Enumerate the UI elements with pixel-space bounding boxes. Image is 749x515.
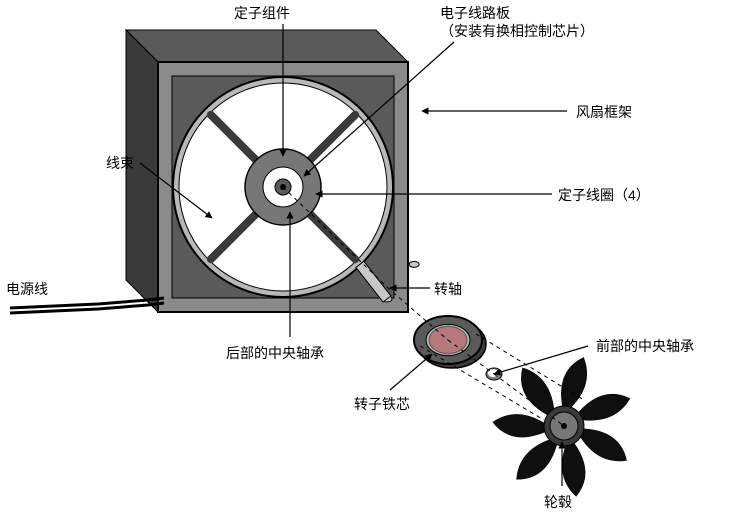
label-power_wire: 电源线 <box>6 280 48 298</box>
label-rotor_core: 转子铁芯 <box>354 395 410 413</box>
label-rear_bearing: 后部的中央轴承 <box>226 344 324 362</box>
label-stator_assembly: 定子组件 <box>234 4 290 22</box>
label-fan_frame: 风扇框架 <box>576 103 632 121</box>
label-shaft: 转轴 <box>434 280 462 298</box>
label-stator_coil: 定子线圈（4） <box>558 186 650 204</box>
label-hub: 轮毂 <box>544 493 572 511</box>
label-wire_bundle: 线束 <box>106 154 134 172</box>
label-front_bearing: 前部的中央轴承 <box>596 337 694 355</box>
label-pcb: 电子线路板（安装有换相控制芯片） <box>440 4 594 40</box>
